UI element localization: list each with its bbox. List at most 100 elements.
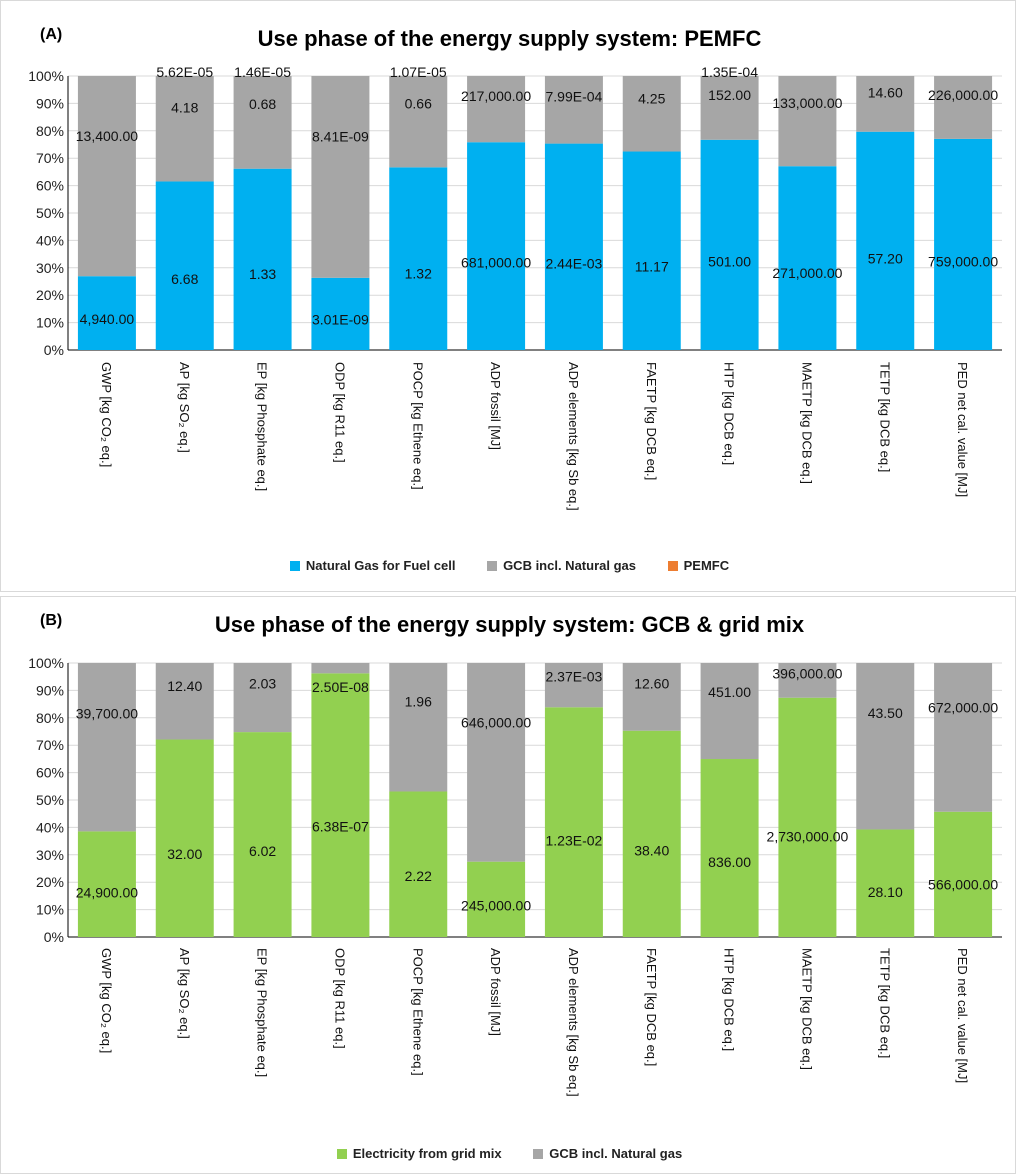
y-tick-label: 90% xyxy=(36,95,64,111)
legend-label-gcb-b: GCB incl. Natural gas xyxy=(549,1146,683,1161)
bar-segment xyxy=(467,663,526,862)
chart-b-plot: 0% 10% 20% 30% 40% 50% 60% 70% 80% 90% 100% 24,900.… xyxy=(28,655,1002,1097)
x-tick-label: FAETP [kg DCB eq.] xyxy=(644,948,659,1066)
data-label: 28.10 xyxy=(868,884,903,900)
data-label: 226,000.00 xyxy=(928,87,998,103)
x-tick-label: ADP elements [kg Sb eq.] xyxy=(566,948,581,1097)
data-label: 24,900.00 xyxy=(76,885,138,901)
bar-segment xyxy=(934,663,993,812)
data-label: 38.40 xyxy=(634,842,669,858)
bar-segment xyxy=(233,663,292,733)
bar-segment xyxy=(622,76,681,152)
panel-a-title: Use phase of the energy supply system: P… xyxy=(257,26,762,51)
data-label: 451.00 xyxy=(708,684,751,700)
y-tick-label: 0% xyxy=(44,929,64,945)
legend-swatch-pemfc xyxy=(667,561,678,571)
data-label: 759,000.00 xyxy=(928,253,998,269)
data-label: 39,700.00 xyxy=(76,706,138,722)
bar-segment xyxy=(856,76,915,132)
x-tick-label: HTP [kg DCB eq.] xyxy=(722,362,737,465)
data-label: 646,000.00 xyxy=(461,715,531,731)
bar-segment xyxy=(77,76,136,277)
data-label: 3.01E-09 xyxy=(312,312,369,328)
x-tick-label: EP [kg Phosphate eq.] xyxy=(255,948,270,1077)
data-label: 4,940.00 xyxy=(80,311,135,327)
x-tick-label: GWP [kg CO₂ eq.] xyxy=(99,362,114,467)
y-tick-label: 70% xyxy=(36,150,64,166)
legend-item-gcb-a: GCB incl. Natural gas xyxy=(487,558,636,573)
data-label: 32.00 xyxy=(167,846,202,862)
data-label: 12.40 xyxy=(167,678,202,694)
data-label: 152.00 xyxy=(708,87,751,103)
y-tick-label: 60% xyxy=(36,765,64,781)
legend-item-natural-gas: Natural Gas for Fuel cell xyxy=(289,558,455,573)
y-tick-label: 100% xyxy=(28,68,64,84)
legend-swatch-natural-gas xyxy=(289,561,300,571)
bar-segment xyxy=(389,663,448,792)
y-tick-label: 10% xyxy=(36,902,64,918)
x-tick-label: MAETP [kg DCB eq.] xyxy=(799,362,814,484)
x-tick-label: ODP [kg R11 eq.] xyxy=(332,948,347,1049)
chart-a-legend: Natural Gas for Fuel cell GCB incl. Natu… xyxy=(0,558,1019,573)
y-tick-label: 20% xyxy=(36,874,64,890)
bar-segment xyxy=(622,730,681,937)
data-label: 6.02 xyxy=(249,843,276,859)
data-label: 0.66 xyxy=(405,95,432,111)
legend-label-pemfc: PEMFC xyxy=(683,558,730,573)
bar-segment xyxy=(77,663,136,832)
bar-segment xyxy=(934,811,993,937)
data-label: 2.50E-08 xyxy=(312,679,369,695)
bar-segment xyxy=(389,791,448,937)
data-label: 133,000.00 xyxy=(772,95,842,111)
x-tick-label: MAETP [kg DCB eq.] xyxy=(799,948,814,1070)
y-tick-label: 30% xyxy=(36,847,64,863)
bar-segment xyxy=(934,138,993,350)
data-label: 6.68 xyxy=(171,271,198,287)
legend-swatch-gcb-b xyxy=(533,1149,544,1159)
y-tick-label: 100% xyxy=(28,655,64,671)
y-tick-label: 0% xyxy=(44,342,64,358)
legend-swatch-grid-mix xyxy=(336,1149,347,1159)
data-label: 14.60 xyxy=(868,85,903,101)
bar-segment xyxy=(77,276,136,350)
bar-segment xyxy=(934,76,993,139)
data-label: 836.00 xyxy=(708,854,751,870)
bar-segment xyxy=(700,759,759,937)
bar-segment xyxy=(622,663,681,731)
y-tick-label: 90% xyxy=(36,682,64,698)
bar-segment xyxy=(778,697,837,937)
x-tick-label: PED net cal. value [MJ] xyxy=(955,948,970,1083)
x-tick-label: POCP [kg Ethene eq.] xyxy=(410,948,425,1076)
data-label: 12.60 xyxy=(634,675,669,691)
y-tick-label: 30% xyxy=(36,260,64,276)
y-tick-label: 80% xyxy=(36,710,64,726)
bar-segment xyxy=(389,76,448,168)
x-tick-label: GWP [kg CO₂ eq.] xyxy=(99,948,114,1053)
bar-segment xyxy=(778,166,837,350)
data-label: 2.44E-03 xyxy=(546,255,603,271)
y-tick-label: 20% xyxy=(36,287,64,303)
data-label: 1.35E-04 xyxy=(701,64,758,80)
bar-segment xyxy=(700,76,759,140)
panel-a-label: (A) xyxy=(40,26,63,43)
bar-segment xyxy=(77,831,136,937)
legend-item-gcb-b: GCB incl. Natural gas xyxy=(533,1146,682,1161)
data-label: 0.68 xyxy=(249,96,276,112)
data-label: 2.03 xyxy=(249,676,276,692)
data-label: 396,000.00 xyxy=(772,665,842,681)
x-tick-label: TETP [kg DCB eq.] xyxy=(877,948,892,1058)
data-label: 217,000.00 xyxy=(461,88,531,104)
panel-b-frame xyxy=(0,596,1016,1174)
bar-segment xyxy=(155,76,214,182)
bar-segment xyxy=(155,663,214,740)
data-label: 7.99E-04 xyxy=(546,88,603,104)
data-label: 5.62E-05 xyxy=(156,64,213,80)
y-tick-label: 70% xyxy=(36,737,64,753)
data-label: 57.20 xyxy=(868,250,903,266)
data-label: 1.96 xyxy=(405,694,432,710)
legend-swatch-gcb-a xyxy=(487,561,498,571)
data-label: 8.41E-09 xyxy=(312,129,369,145)
bar-segment xyxy=(467,861,526,937)
panel-a-frame xyxy=(0,0,1016,592)
